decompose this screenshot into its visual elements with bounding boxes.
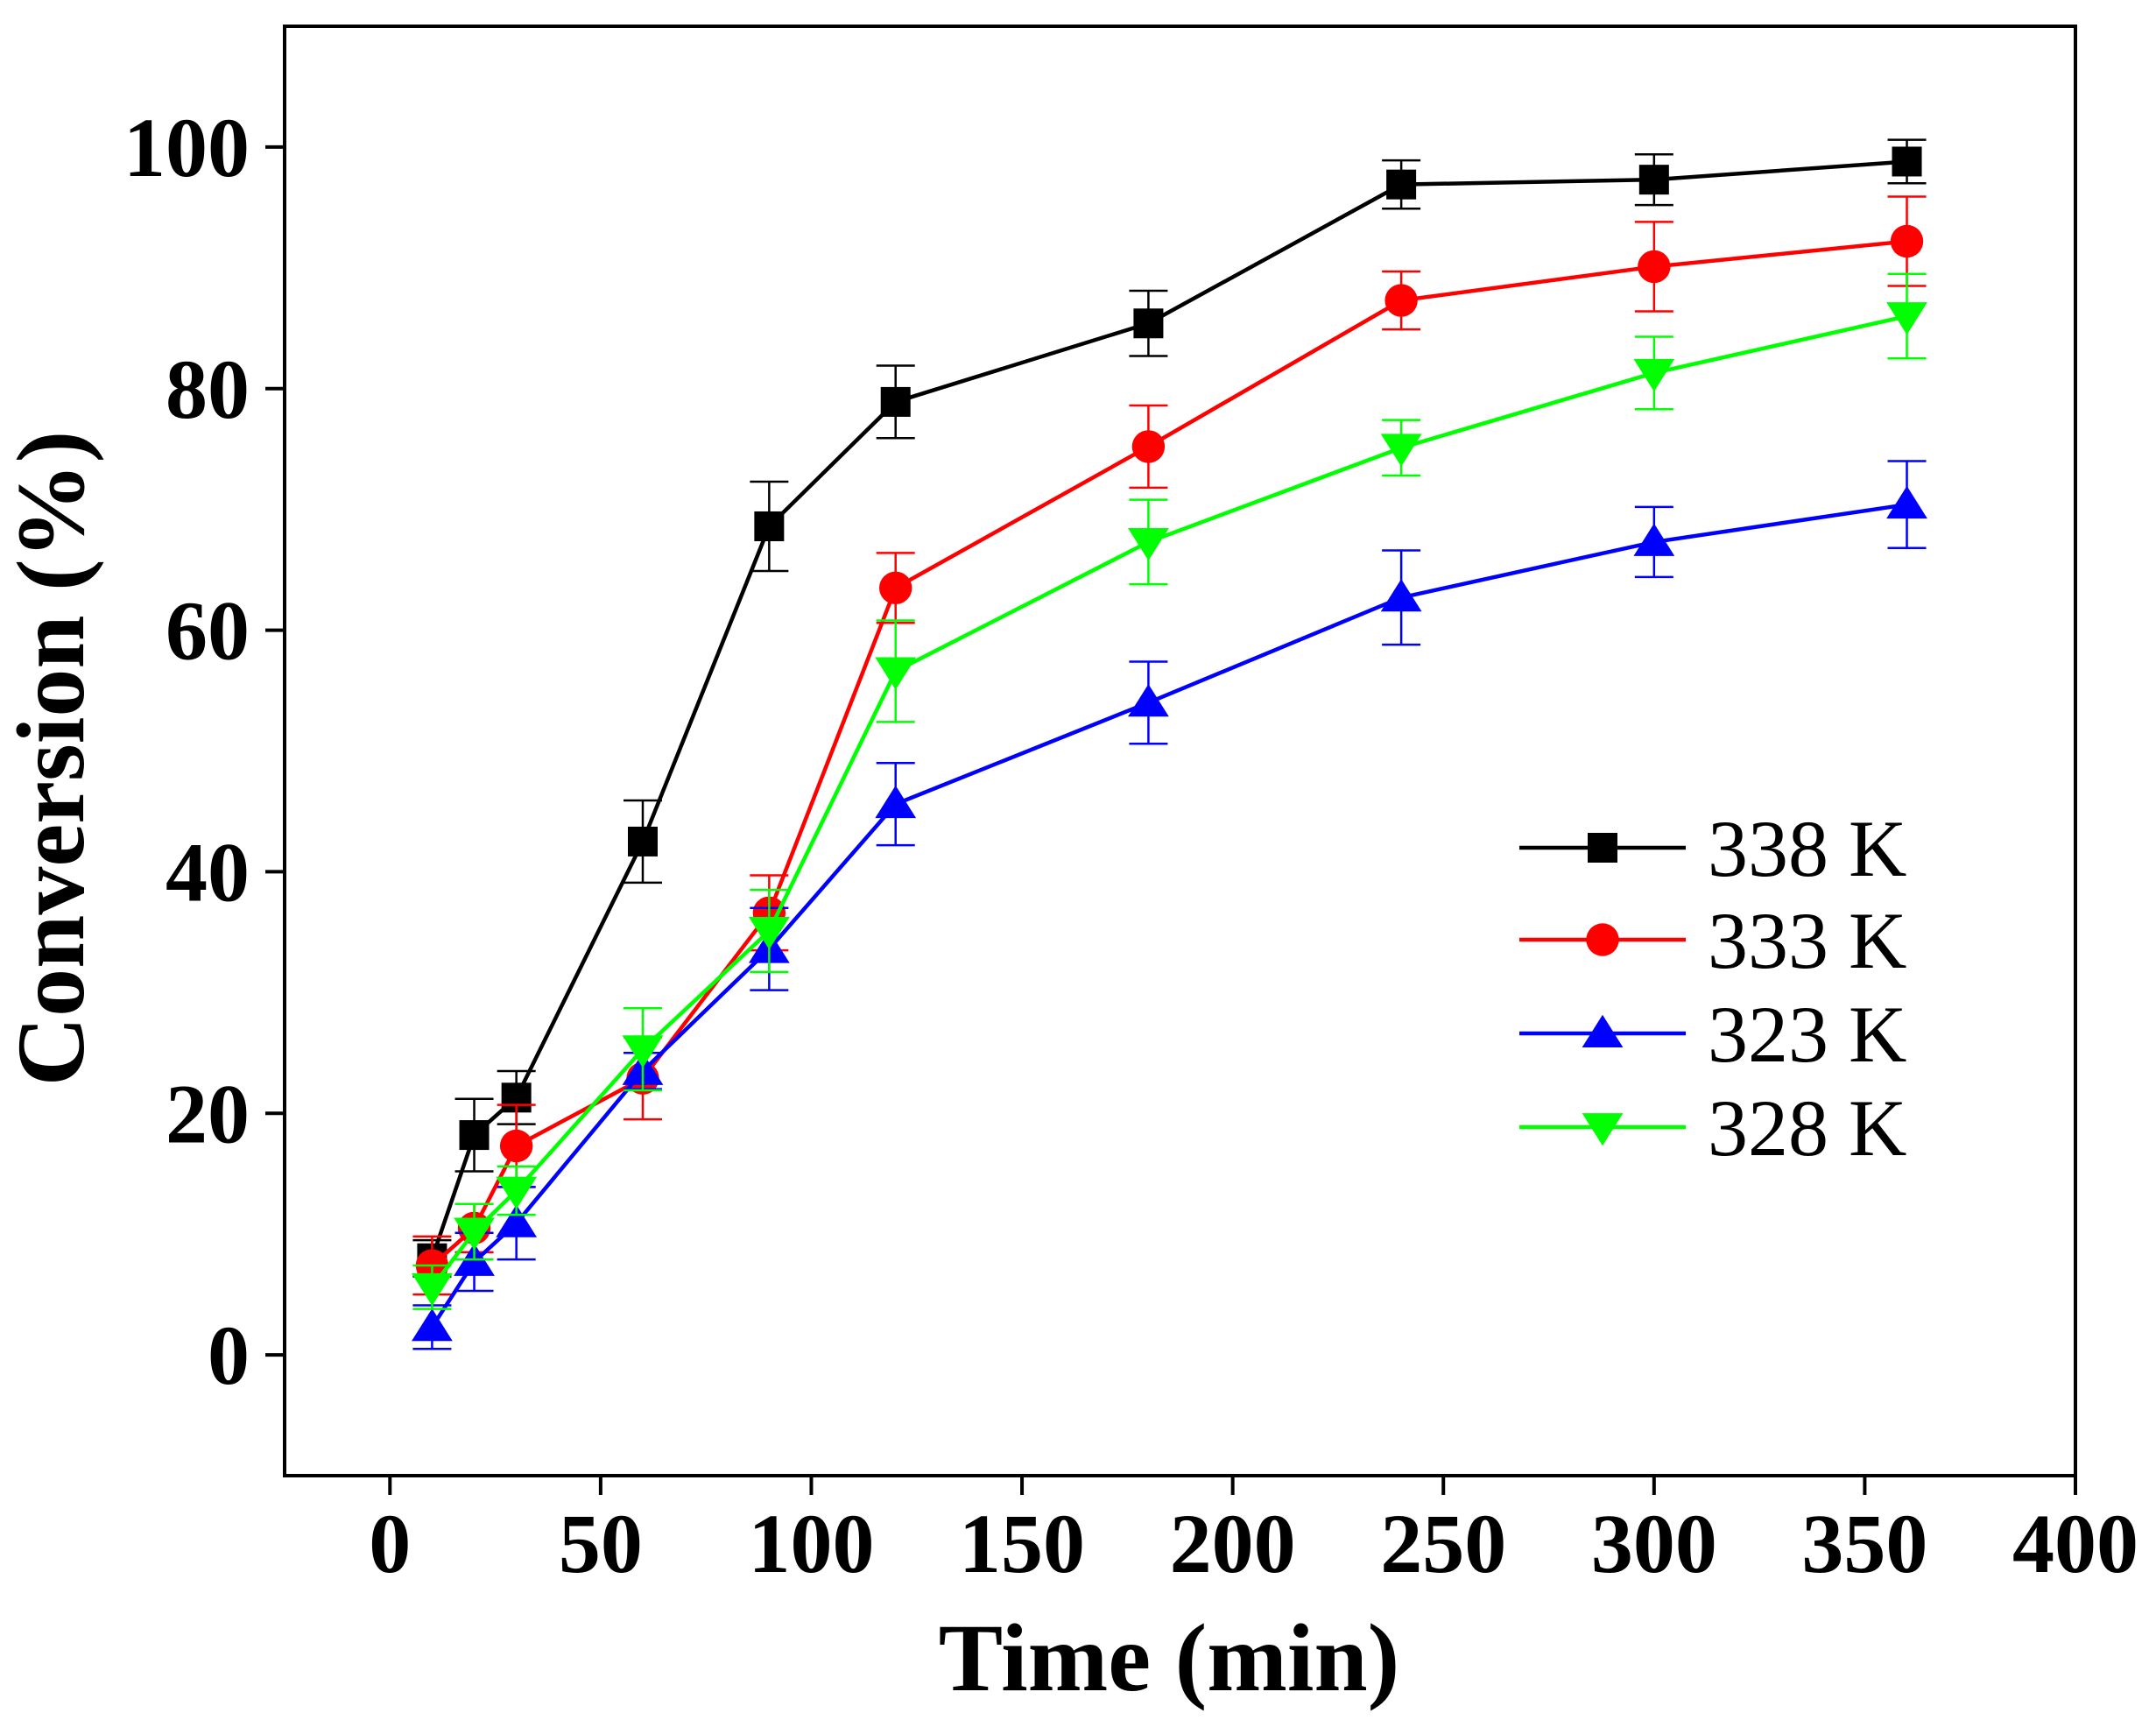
data-point — [1633, 523, 1675, 556]
legend-item: 333 K — [1519, 896, 1906, 985]
data-point — [875, 657, 917, 690]
data-point — [1380, 579, 1422, 612]
legend-item: 328 K — [1519, 1083, 1906, 1173]
x-tick-label: 50 — [559, 1497, 643, 1590]
series-line — [430, 159, 1907, 1259]
data-point — [1638, 165, 1669, 195]
legend-marker — [1582, 1014, 1624, 1047]
data-point — [748, 917, 790, 950]
data-point — [412, 1272, 453, 1307]
data-point — [1131, 430, 1166, 463]
y-tick-label: 80 — [166, 342, 250, 436]
x-tick-label: 100 — [748, 1497, 874, 1590]
data-point — [880, 386, 911, 417]
x-tick-label: 300 — [1591, 1497, 1717, 1590]
data-point — [1128, 684, 1169, 717]
legend-marker — [1586, 923, 1619, 956]
y-tick-label: 0 — [208, 1308, 250, 1402]
legend-marker — [1582, 1113, 1624, 1146]
legend-label: 323 K — [1708, 990, 1906, 1079]
data-point — [622, 1035, 664, 1068]
legend-item: 338 K — [1519, 804, 1906, 893]
x-tick-label: 250 — [1380, 1497, 1506, 1590]
x-tick-label: 200 — [1170, 1497, 1296, 1590]
data-point — [1128, 527, 1169, 561]
series-line — [430, 239, 1907, 1267]
series-line — [430, 314, 1908, 1289]
series-328-k — [412, 272, 1927, 1310]
data-point — [1886, 485, 1927, 519]
data-point — [628, 826, 658, 856]
data-point — [879, 571, 912, 605]
legend-label: 328 K — [1708, 1083, 1906, 1173]
data-point — [454, 1217, 495, 1251]
data-point — [1886, 302, 1927, 335]
series-line — [430, 502, 1907, 1329]
x-tick-label: 400 — [2012, 1497, 2138, 1590]
y-tick-label: 20 — [166, 1067, 250, 1160]
data-point — [499, 1129, 533, 1163]
data-point — [1133, 308, 1164, 339]
data-point — [496, 1176, 538, 1209]
data-point — [875, 785, 917, 819]
legend-label: 333 K — [1708, 896, 1906, 985]
data-point — [1890, 224, 1924, 258]
axes: 0 50 100 150 200 250 300 350 400 0 20 40 60 80 100 — [123, 25, 2138, 1590]
legend-marker — [1588, 833, 1617, 863]
x-tick-label: 0 — [369, 1497, 411, 1590]
data-point — [1892, 146, 1922, 177]
data-point — [496, 1204, 538, 1237]
plot-frame — [283, 25, 2077, 1477]
x-tick-label: 150 — [959, 1497, 1085, 1590]
data-point — [412, 1308, 453, 1342]
data-point — [1384, 284, 1418, 317]
data-point — [754, 511, 785, 541]
data-point — [1386, 169, 1417, 200]
data-point — [1380, 434, 1422, 467]
y-tick-label: 60 — [166, 584, 250, 678]
x-axis-title: Time (min) — [939, 1604, 1400, 1711]
data-point — [459, 1120, 490, 1151]
y-tick-label: 100 — [123, 101, 250, 194]
legend-label: 338 K — [1708, 804, 1906, 893]
y-axis-title: Conversion (%) — [0, 431, 104, 1087]
data-point — [1633, 358, 1675, 392]
x-tick-label: 350 — [1801, 1497, 1927, 1590]
series-layer — [412, 138, 1927, 1350]
data-point — [1638, 250, 1671, 284]
y-tick-label: 40 — [166, 825, 250, 919]
legend-item: 323 K — [1519, 990, 1906, 1079]
